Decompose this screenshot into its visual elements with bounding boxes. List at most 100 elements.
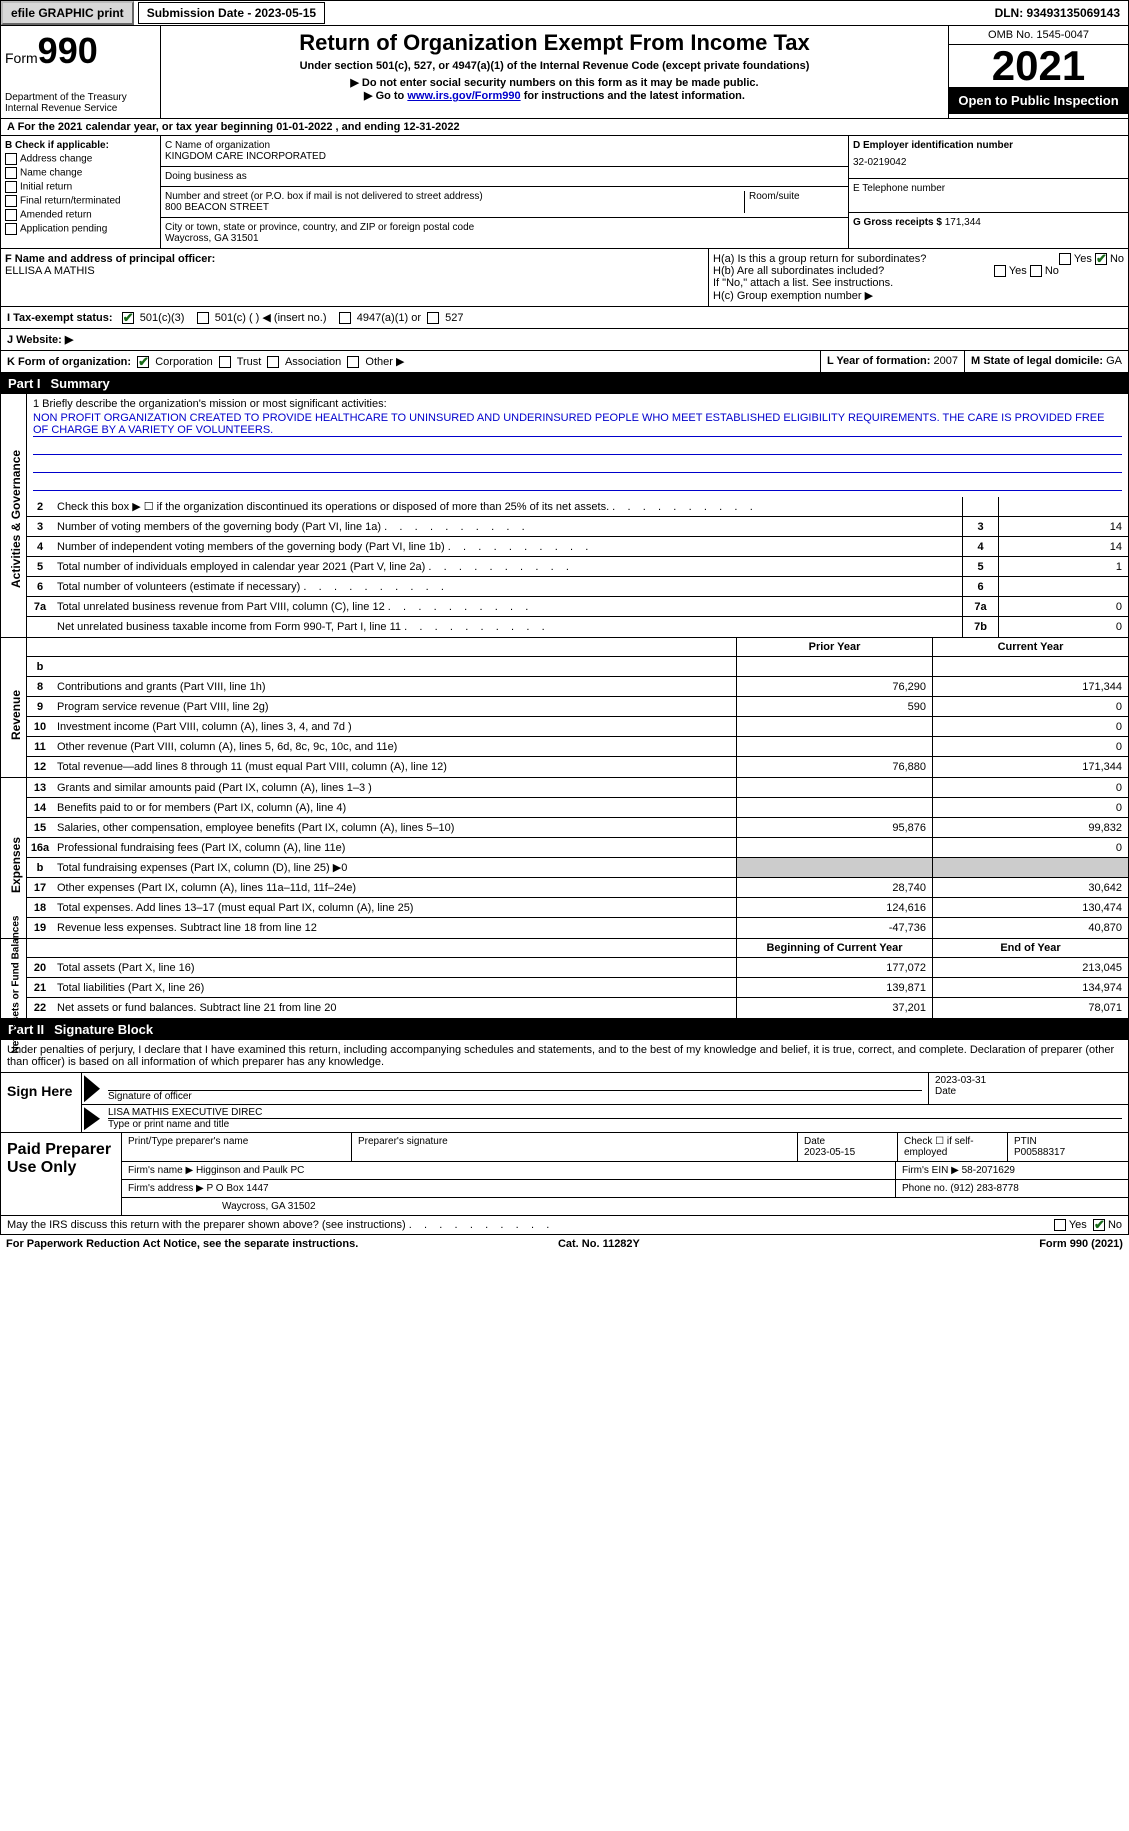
- ein-value: 32-0219042: [853, 151, 1124, 174]
- preparer-sig-label: Preparer's signature: [358, 1136, 791, 1147]
- line-desc: Revenue less expenses. Subtract line 18 …: [53, 918, 736, 938]
- line-number: 21: [27, 978, 53, 997]
- cb-address-change[interactable]: Address change: [5, 153, 156, 165]
- mission-blank-1: [33, 439, 1122, 455]
- prior-year-value: 139,871: [736, 978, 932, 997]
- summary-line: b: [27, 657, 1128, 677]
- hb-yes-cb[interactable]: [994, 265, 1006, 277]
- line-desc: Net assets or fund balances. Subtract li…: [53, 998, 736, 1018]
- current-year-value: 171,344: [932, 677, 1128, 696]
- line-value: [998, 577, 1128, 596]
- line-number: 16a: [27, 838, 53, 857]
- line-desc: Other expenses (Part IX, column (A), lin…: [53, 878, 736, 897]
- officer-signature-label: Signature of officer: [108, 1091, 922, 1102]
- form-header: Form990 Department of the Treasury Inter…: [0, 26, 1129, 119]
- line-number: 9: [27, 697, 53, 716]
- line-desc: Net unrelated business taxable income fr…: [53, 619, 962, 635]
- gross-receipts-value: 171,344: [945, 217, 981, 228]
- line-number: 14: [27, 798, 53, 817]
- ha-group-return: H(a) Is this a group return for subordin…: [713, 253, 1124, 265]
- irs-link[interactable]: www.irs.gov/Form990: [407, 90, 520, 102]
- summary-line: 9 Program service revenue (Part VIII, li…: [27, 697, 1128, 717]
- prior-year-value: [736, 737, 932, 756]
- line-desc: Investment income (Part VIII, column (A)…: [53, 717, 736, 736]
- line-desc: Total unrelated business revenue from Pa…: [53, 599, 962, 615]
- summary-line: 11 Other revenue (Part VIII, column (A),…: [27, 737, 1128, 757]
- current-year-value: 0: [932, 737, 1128, 756]
- vtab-net-assets: Net Assets or Fund Balances: [11, 909, 22, 1059]
- line-desc: Total number of volunteers (estimate if …: [53, 579, 962, 595]
- form-footer: Form 990 (2021): [1039, 1238, 1123, 1250]
- org-name: KINGDOM CARE INCORPORATED: [165, 151, 844, 162]
- ha-no-cb[interactable]: [1095, 253, 1107, 265]
- cb-corporation[interactable]: [137, 356, 149, 368]
- firm-ein-label: Firm's EIN ▶: [902, 1165, 959, 1176]
- line-number: 13: [27, 778, 53, 797]
- line-desc: Total expenses. Add lines 13–17 (must eq…: [53, 898, 736, 917]
- ptin-value: P00588317: [1014, 1147, 1122, 1158]
- phone-value: [853, 194, 1124, 208]
- cb-501c[interactable]: [197, 312, 209, 324]
- city-value: Waycross, GA 31501: [165, 233, 844, 244]
- officer-signature-field[interactable]: [108, 1075, 922, 1091]
- summary-line: 21 Total liabilities (Part X, line 26) 1…: [27, 978, 1128, 998]
- efile-print-button[interactable]: efile GRAPHIC print: [1, 1, 134, 25]
- line-desc: Check this box ▶ ☐ if the organization d…: [53, 498, 962, 515]
- ptin-label: PTIN: [1014, 1136, 1122, 1147]
- line-number: 20: [27, 958, 53, 977]
- line-box: 6: [962, 577, 998, 596]
- line-value: [998, 497, 1128, 516]
- top-bar: efile GRAPHIC print Submission Date - 20…: [0, 0, 1129, 26]
- cb-initial-return[interactable]: Initial return: [5, 181, 156, 193]
- officer-name-value: LISA MATHIS EXECUTIVE DIREC: [108, 1107, 1122, 1119]
- cb-501c3[interactable]: [122, 312, 134, 324]
- discuss-yes-cb[interactable]: [1054, 1219, 1066, 1231]
- cb-association[interactable]: [267, 356, 279, 368]
- penalties-text: Under penalties of perjury, I declare th…: [1, 1040, 1128, 1073]
- current-year-value: 213,045: [932, 958, 1128, 977]
- line-box: 3: [962, 517, 998, 536]
- current-year-value: 0: [932, 697, 1128, 716]
- cb-final-return[interactable]: Final return/terminated: [5, 195, 156, 207]
- cb-527[interactable]: [427, 312, 439, 324]
- summary-line: b Total fundraising expenses (Part IX, c…: [27, 858, 1128, 878]
- line-desc: Total assets (Part X, line 16): [53, 958, 736, 977]
- part-2-header: Part II Signature Block: [0, 1019, 1129, 1040]
- open-inspection: Open to Public Inspection: [949, 87, 1128, 114]
- line-number: 4: [27, 539, 53, 555]
- cb-application-pending[interactable]: Application pending: [5, 223, 156, 235]
- dln-label: DLN: 93493135069143: [987, 3, 1128, 23]
- paperwork-notice: For Paperwork Reduction Act Notice, see …: [6, 1238, 358, 1250]
- form-subtitle: Under section 501(c), 527, or 4947(a)(1)…: [165, 60, 944, 72]
- firm-name-label: Firm's name ▶: [128, 1165, 193, 1176]
- cb-4947[interactable]: [339, 312, 351, 324]
- current-year-value: [932, 858, 1128, 877]
- self-employed-label: Check ☐ if self-employed: [898, 1133, 1008, 1161]
- summary-line: 3 Number of voting members of the govern…: [27, 517, 1128, 537]
- firm-addr-value: P O Box 1447: [207, 1183, 269, 1194]
- line-box: [962, 497, 998, 516]
- line-number: 7a: [27, 599, 53, 615]
- discuss-no-cb[interactable]: [1093, 1219, 1105, 1231]
- hb-no-cb[interactable]: [1030, 265, 1042, 277]
- line-number: 5: [27, 559, 53, 575]
- line-number: [27, 625, 53, 629]
- line-value: 14: [998, 517, 1128, 536]
- cb-other[interactable]: [347, 356, 359, 368]
- summary-line: 12 Total revenue—add lines 8 through 11 …: [27, 757, 1128, 777]
- summary-line: Net unrelated business taxable income fr…: [27, 617, 1128, 637]
- cb-name-change[interactable]: Name change: [5, 167, 156, 179]
- prior-year-header: Prior Year: [736, 638, 932, 656]
- line-number: 17: [27, 878, 53, 897]
- cb-amended-return[interactable]: Amended return: [5, 209, 156, 221]
- firm-addr-label: Firm's address ▶: [128, 1183, 204, 1194]
- prior-year-value: 28,740: [736, 878, 932, 897]
- prior-year-value: 124,616: [736, 898, 932, 917]
- current-year-value: 78,071: [932, 998, 1128, 1018]
- summary-line: 13 Grants and similar amounts paid (Part…: [27, 778, 1128, 798]
- sign-date-value: 2023-03-31: [935, 1075, 1122, 1086]
- prior-year-value: [736, 838, 932, 857]
- ha-yes-cb[interactable]: [1059, 253, 1071, 265]
- section-fh: F Name and address of principal officer:…: [0, 249, 1129, 307]
- cb-trust[interactable]: [219, 356, 231, 368]
